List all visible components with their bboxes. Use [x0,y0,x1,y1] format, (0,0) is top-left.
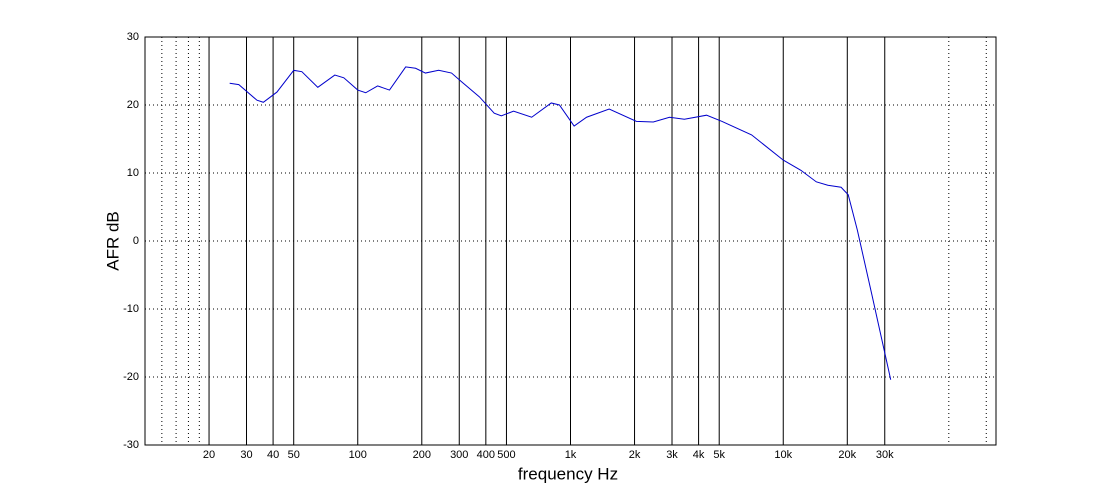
x-tick-label: 2k [629,449,641,461]
y-axis-label: AFR dB [103,211,122,271]
x-tick-label: 400 [477,449,495,461]
y-tick-label: 10 [127,167,139,179]
y-tick-label: 20 [127,99,139,111]
x-tick-label: 40 [267,449,279,461]
x-tick-label: 10k [774,449,792,461]
x-tick-label: 5k [713,449,725,461]
data-line [229,66,892,380]
y-tick-label: -10 [123,303,139,315]
x-tick-label: 1k [565,449,577,461]
x-tick-label: 200 [413,449,431,461]
x-tick-label: 20 [203,449,215,461]
x-tick-label: 30 [240,449,252,461]
y-tick-label: 30 [127,31,139,43]
x-tick-label: 500 [497,449,515,461]
x-axis-label: frequency Hz [518,464,618,483]
x-tick-label: 20k [838,449,856,461]
x-tick-label: 3k [666,449,678,461]
x-tick-label: 50 [288,449,300,461]
y-tick-label: -30 [123,439,139,451]
x-tick-label: 100 [349,449,367,461]
x-tick-label: 300 [450,449,468,461]
y-tick-label: -20 [123,371,139,383]
x-tick-label: 4k [693,449,705,461]
x-tick-label: 30k [876,449,894,461]
y-tick-label: 0 [133,235,139,247]
plot-frame [144,36,997,446]
